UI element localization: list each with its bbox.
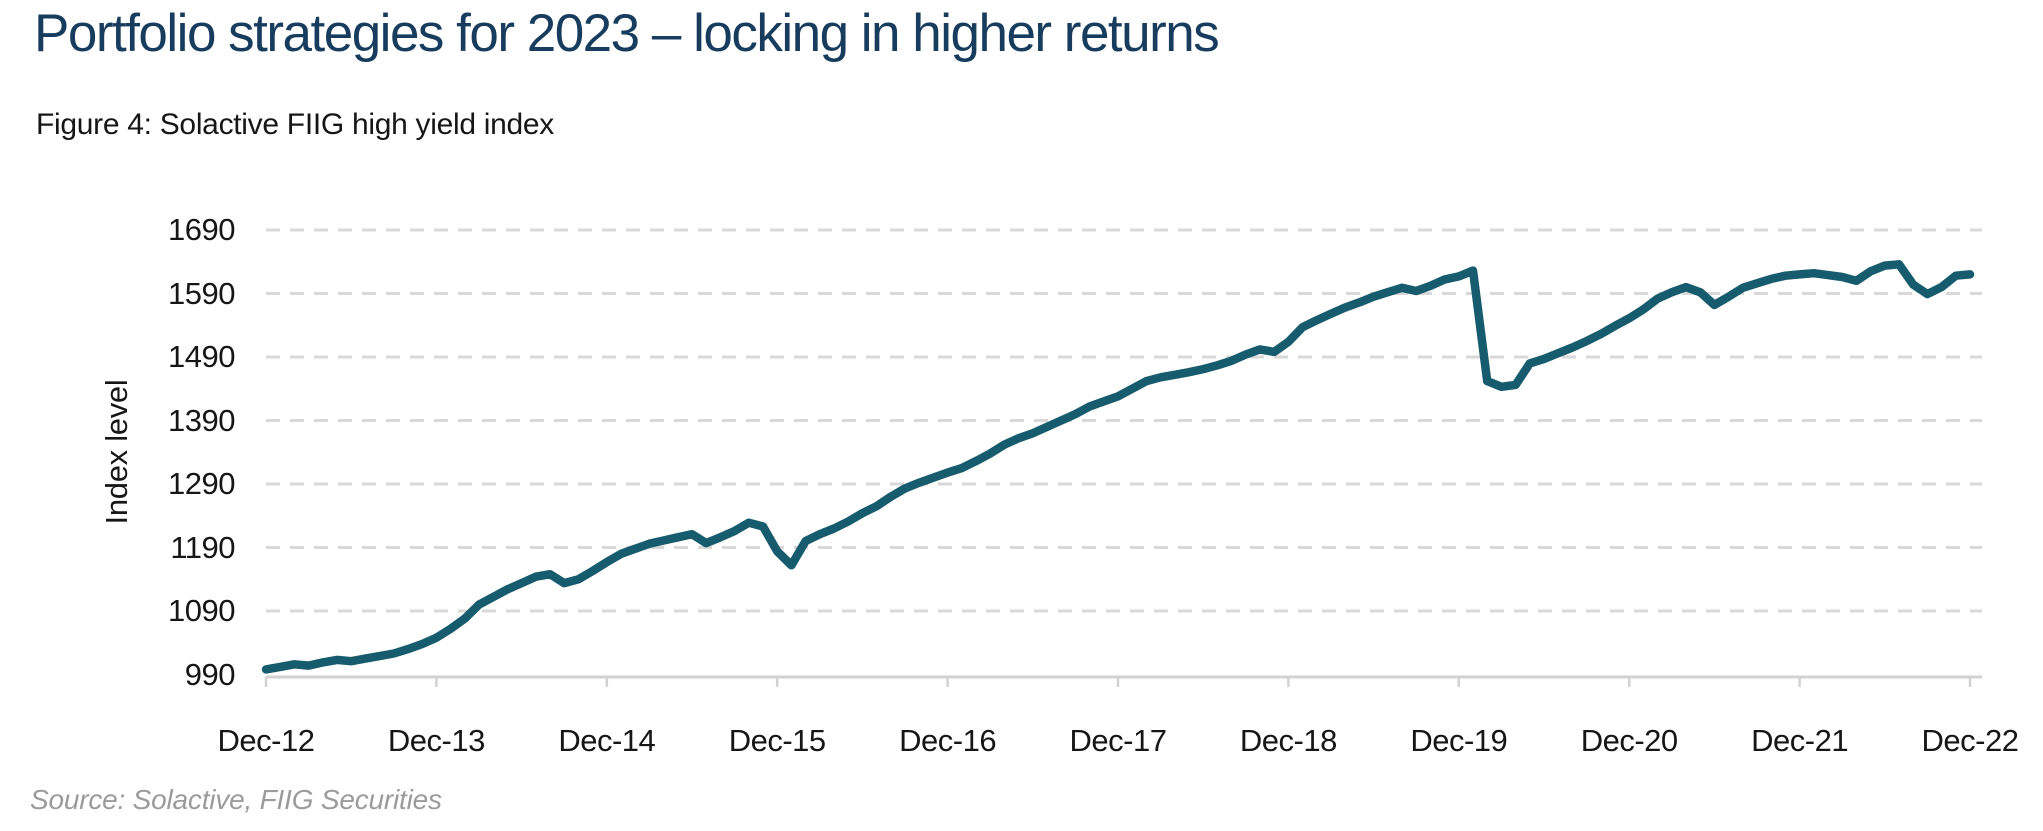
x-tick-label: Dec-14 [558, 723, 656, 758]
x-tick-label: Dec-12 [217, 723, 315, 758]
x-tick-label: Dec-13 [387, 723, 485, 758]
y-tick-label: 1490 [168, 339, 235, 374]
x-tick-label: Dec-22 [1921, 723, 2019, 758]
x-tick-label: Dec-21 [1751, 723, 1849, 758]
y-tick-label: 1090 [168, 593, 235, 628]
y-tick-label: 1390 [168, 402, 235, 438]
y-tick-label: 1590 [168, 275, 235, 311]
index-line-series [261, 260, 1975, 674]
page-title: Portfolio strategies for 2023 – locking … [34, 4, 1220, 63]
figure-caption: Figure 4: Solactive FIIG high yield inde… [36, 108, 554, 141]
y-tick-label: 1690 [168, 212, 235, 247]
x-tick-label: Dec-20 [1580, 723, 1678, 758]
y-tick-label: 1190 [170, 529, 235, 565]
x-tick-label: Dec-18 [1239, 723, 1337, 758]
x-tick-label: Dec-17 [1069, 723, 1167, 758]
y-tick-label: 1290 [168, 466, 235, 501]
source-note: Source: Solactive, FIIG Securities [30, 784, 442, 815]
x-tick-label: Dec-16 [899, 723, 997, 758]
x-tick-label: Dec-15 [728, 723, 826, 758]
y-tick-label: 990 [184, 656, 236, 692]
x-tick-label: Dec-19 [1410, 723, 1508, 758]
